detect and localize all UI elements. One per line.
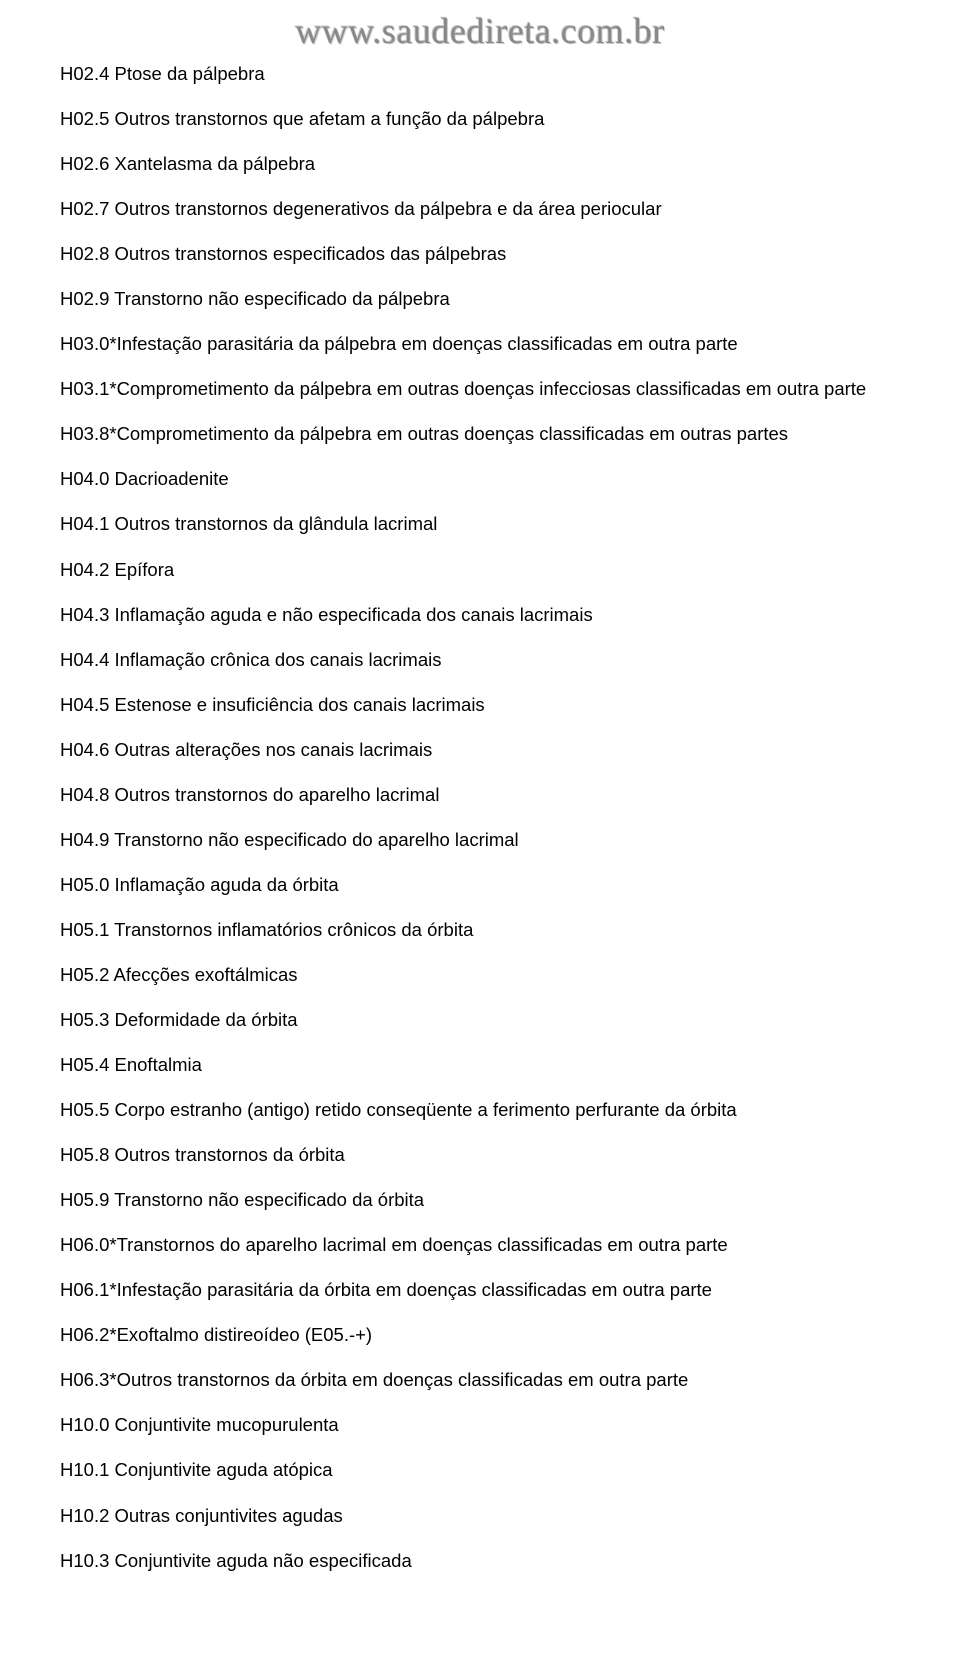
- entry-item: H05.9 Transtorno não especificado da órb…: [60, 1188, 900, 1212]
- entry-item: H02.4 Ptose da pálpebra: [60, 62, 900, 86]
- document-page: www.saudedireta.com.br H02.4 Ptose da pá…: [0, 0, 960, 1654]
- entry-item: H06.1*Infestação parasitária da órbita e…: [60, 1278, 900, 1302]
- entry-item: H10.3 Conjuntivite aguda não especificad…: [60, 1549, 900, 1573]
- entry-item: H10.1 Conjuntivite aguda atópica: [60, 1458, 900, 1482]
- entry-item: H06.2*Exoftalmo distireoídeo (E05.-+): [60, 1323, 900, 1347]
- entry-item: H05.2 Afecções exoftálmicas: [60, 963, 900, 987]
- entry-item: H03.8*Comprometimento da pálpebra em out…: [60, 422, 900, 446]
- entry-item: H05.0 Inflamação aguda da órbita: [60, 873, 900, 897]
- entries-list: H02.4 Ptose da pálpebra H02.5 Outros tran…: [60, 62, 900, 1573]
- entry-item: H05.1 Transtornos inflamatórios crônicos…: [60, 918, 900, 942]
- entry-item: H04.0 Dacrioadenite: [60, 467, 900, 491]
- entry-item: H04.5 Estenose e insuficiência dos canai…: [60, 693, 900, 717]
- entry-item: H04.6 Outras alterações nos canais lacri…: [60, 738, 900, 762]
- entry-item: H05.8 Outros transtornos da órbita: [60, 1143, 900, 1167]
- entry-item: H05.5 Corpo estranho (antigo) retido con…: [60, 1098, 900, 1122]
- entry-item: H02.9 Transtorno não especificado da pál…: [60, 287, 900, 311]
- entry-item: H10.2 Outras conjuntivites agudas: [60, 1504, 900, 1528]
- entry-item: H02.6 Xantelasma da pálpebra: [60, 152, 900, 176]
- entry-item: H02.8 Outros transtornos especificados d…: [60, 242, 900, 266]
- entry-item: H04.2 Epífora: [60, 558, 900, 582]
- entry-item: H10.0 Conjuntivite mucopurulenta: [60, 1413, 900, 1437]
- entry-item: H02.5 Outros transtornos que afetam a fu…: [60, 107, 900, 131]
- entry-item: H03.1*Comprometimento da pálpebra em out…: [60, 377, 900, 401]
- entry-item: H04.1 Outros transtornos da glândula lac…: [60, 512, 900, 536]
- entry-item: H04.9 Transtorno não especificado do apa…: [60, 828, 900, 852]
- entry-item: H04.8 Outros transtornos do aparelho lac…: [60, 783, 900, 807]
- entry-item: H06.3*Outros transtornos da órbita em do…: [60, 1368, 900, 1392]
- entry-item: H03.0*Infestação parasitária da pálpebra…: [60, 332, 900, 356]
- entry-item: H02.7 Outros transtornos degenerativos d…: [60, 197, 900, 221]
- entry-item: H06.0*Transtornos do aparelho lacrimal e…: [60, 1233, 900, 1257]
- entry-item: H04.3 Inflamação aguda e não especificad…: [60, 603, 900, 627]
- entry-item: H05.4 Enoftalmia: [60, 1053, 900, 1077]
- entry-item: H04.4 Inflamação crônica dos canais lacr…: [60, 648, 900, 672]
- entry-item: H05.3 Deformidade da órbita: [60, 1008, 900, 1032]
- watermark-text: www.saudedireta.com.br: [60, 0, 900, 62]
